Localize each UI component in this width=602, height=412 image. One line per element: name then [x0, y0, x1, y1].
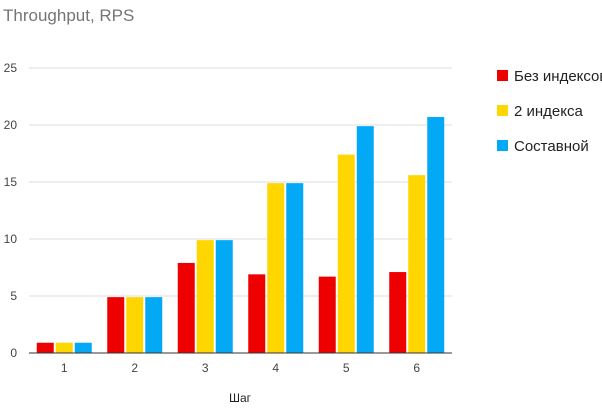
bar[interactable] — [126, 297, 144, 353]
y-tick-label: 10 — [4, 232, 18, 246]
x-tick-label: 5 — [343, 361, 350, 375]
legend-label: Составной — [514, 138, 589, 155]
bar[interactable] — [55, 342, 73, 353]
legend-swatch — [497, 70, 508, 81]
chart-title: Throughput, RPS — [3, 6, 135, 25]
bars — [36, 117, 445, 354]
bar[interactable] — [177, 262, 195, 353]
bar[interactable] — [267, 183, 285, 353]
x-tick-label: 6 — [413, 361, 420, 375]
bar[interactable] — [389, 272, 407, 353]
y-tick-label: 5 — [10, 289, 17, 303]
y-tick-label: 20 — [4, 118, 18, 132]
y-tick-label: 0 — [10, 346, 17, 360]
bar[interactable] — [356, 126, 374, 353]
bar[interactable] — [215, 240, 233, 353]
y-tick-label: 15 — [4, 175, 18, 189]
bar[interactable] — [408, 175, 426, 353]
gridlines — [29, 67, 452, 297]
bar[interactable] — [286, 183, 304, 353]
legend-item[interactable]: Без индексов — [497, 68, 602, 85]
bar[interactable] — [427, 117, 445, 354]
x-tick-label: 2 — [131, 361, 138, 375]
bar[interactable] — [318, 276, 336, 353]
legend-swatch — [497, 140, 508, 151]
x-tick-label: 4 — [272, 361, 279, 375]
legend[interactable]: Без индексов 2 индекса Составной — [497, 68, 602, 155]
x-axis-ticks: 1 2 3 4 5 6 — [61, 361, 421, 375]
bar[interactable] — [248, 274, 266, 353]
bar[interactable] — [74, 342, 92, 353]
x-tick-label: 1 — [61, 361, 68, 375]
legend-label: 2 индекса — [514, 103, 583, 120]
y-tick-label: 25 — [4, 61, 18, 75]
legend-item[interactable]: 2 индекса — [497, 103, 583, 120]
legend-label: Без индексов — [514, 68, 602, 85]
bar[interactable] — [196, 240, 214, 353]
bar[interactable] — [107, 297, 125, 353]
bar[interactable] — [36, 342, 54, 353]
bar[interactable] — [337, 154, 355, 353]
bar[interactable] — [145, 297, 163, 353]
x-tick-label: 3 — [202, 361, 209, 375]
x-axis-title: Шаг — [229, 391, 252, 405]
legend-item[interactable]: Составной — [497, 138, 589, 155]
legend-swatch — [497, 105, 508, 116]
y-axis-ticks: 0 5 10 15 20 25 — [4, 61, 18, 360]
